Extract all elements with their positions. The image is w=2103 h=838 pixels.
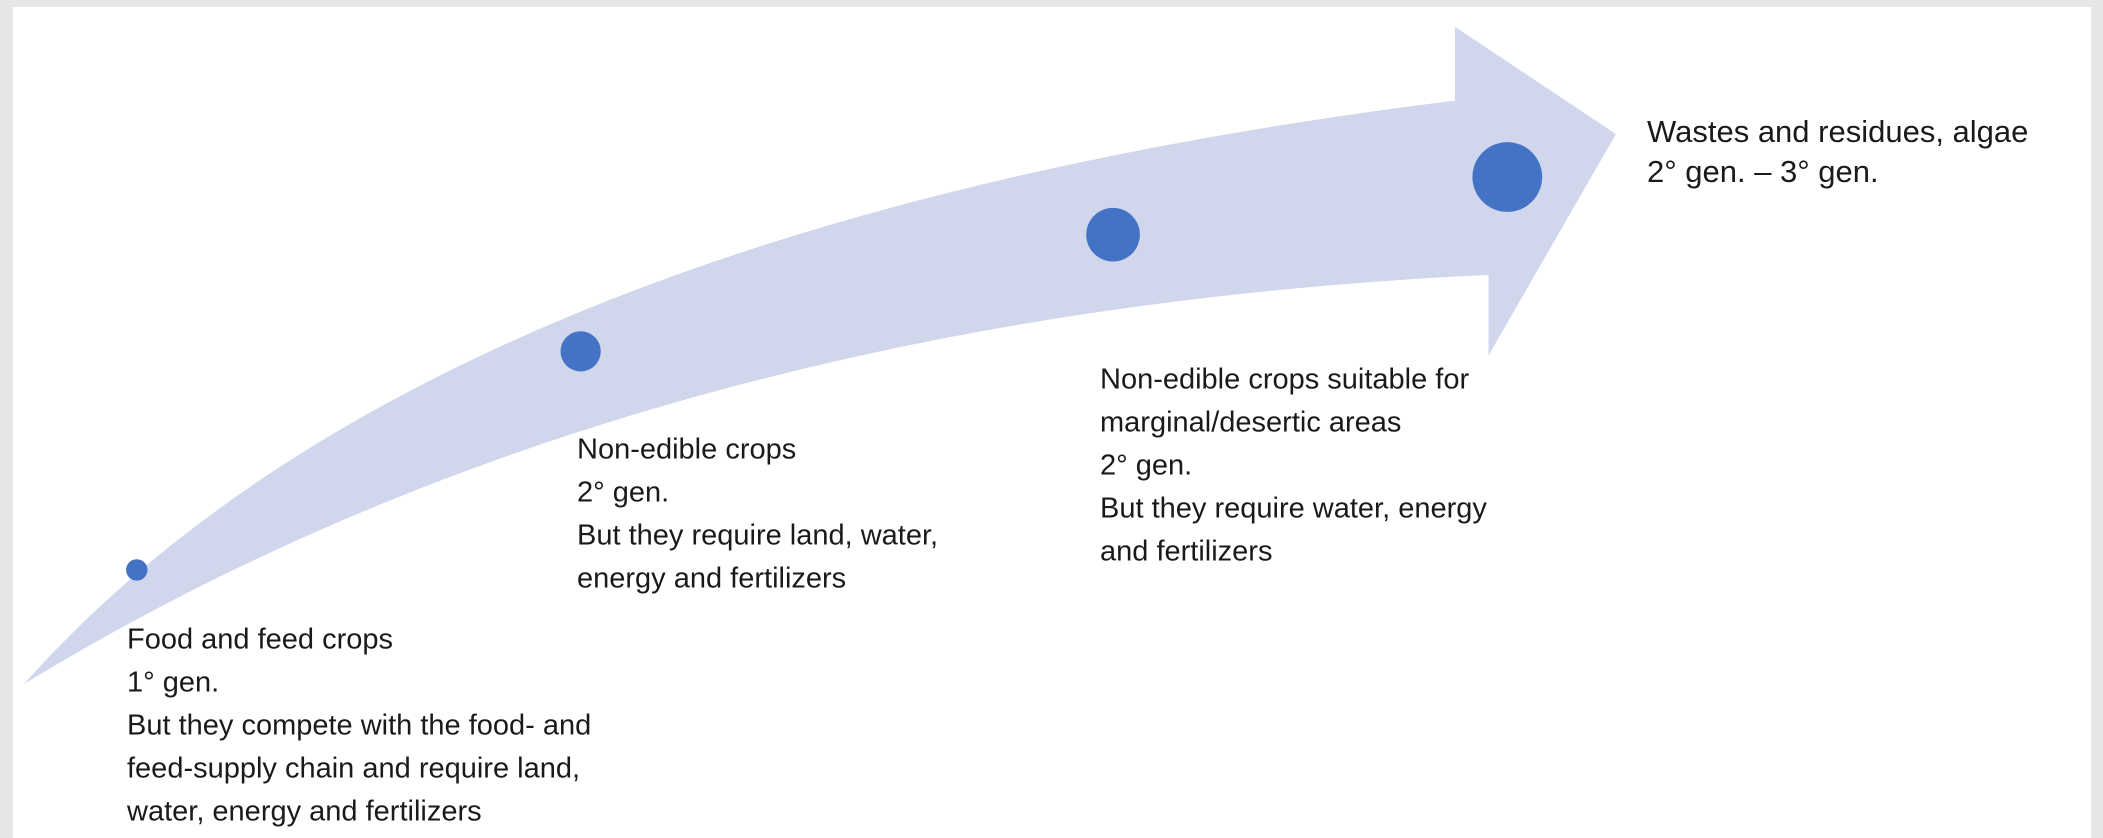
stage-text: Non-edible crops suitable for — [1100, 364, 1469, 396]
stage-text: feed-supply chain and require land, — [127, 753, 580, 785]
growth-arrow — [24, 26, 1616, 684]
stage-text: 2° gen. — [1100, 450, 1192, 482]
stage-text: 1° gen. — [127, 667, 219, 699]
stage-text: But they compete with the food- and — [127, 710, 591, 742]
stage-text: 2° gen. – 3° gen. — [1647, 154, 1879, 189]
stage-dot — [1472, 142, 1543, 212]
stage-text: energy and fertilizers — [577, 563, 846, 595]
stage-dot — [1086, 207, 1140, 262]
stage-dot — [560, 331, 601, 372]
stage-text: Wastes and residues, algae — [1647, 114, 2028, 149]
stage-text: marginal/desertic areas — [1100, 407, 1401, 439]
stage-text: Non-edible crops — [577, 434, 796, 466]
stage-text: But they require water, energy — [1100, 493, 1487, 525]
stage-text: But they require land, water, — [577, 520, 938, 552]
arrow-group — [24, 26, 1616, 684]
stage-text: 2° gen. — [577, 477, 669, 509]
stage-text: water, energy and fertilizers — [126, 796, 482, 828]
stage-text: and fertilizers — [1100, 536, 1272, 568]
stage-text: Food and feed crops — [127, 624, 393, 656]
stage-dot — [126, 559, 148, 581]
